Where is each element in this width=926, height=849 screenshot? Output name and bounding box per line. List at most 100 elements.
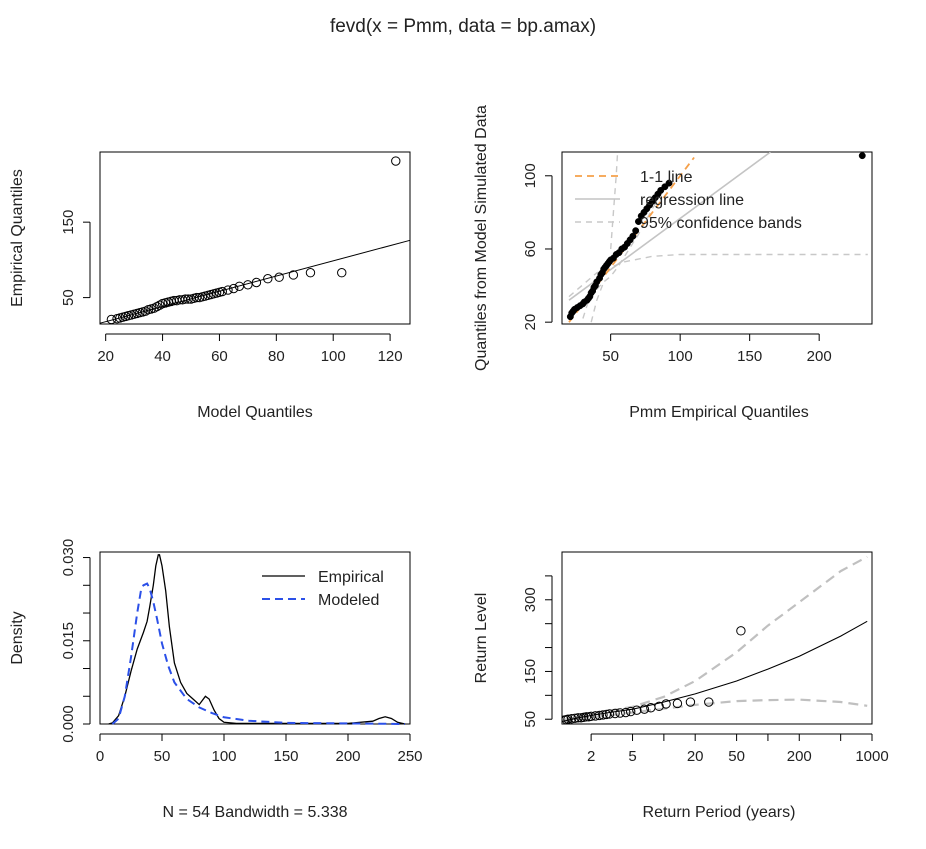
data-point — [305, 268, 316, 278]
data-point — [391, 156, 401, 166]
data-point — [639, 704, 650, 714]
clipped-marks — [562, 555, 868, 724]
data-point — [581, 712, 592, 722]
data-point — [263, 274, 273, 284]
y-tick-label: 150 — [522, 659, 539, 684]
data-point — [635, 218, 642, 225]
x-tick-label: 100 — [321, 348, 346, 365]
y-axis-title-qq-simulated: Quantiles from Model Simulated Data — [473, 105, 490, 371]
data-point — [621, 707, 631, 718]
panel-return-level: 2 5 20 50 200 1000 50 150 300 Return Period (ye… — [473, 551, 889, 821]
panel-qq-simulated: 50 100 150 200 20 60 100 1-1 line regression l… — [473, 105, 873, 421]
x-ticks-return-level: 2 5 20 50 200 1000 — [587, 733, 889, 765]
legend-label: Empirical — [318, 569, 384, 586]
x-tick-label: 20 — [97, 348, 114, 365]
x-tick-label: 40 — [154, 348, 171, 365]
x-tick-label: 1000 — [855, 748, 888, 765]
x-axis-title-density: N = 54 Bandwidth = 5.338 — [162, 804, 347, 821]
data-point — [598, 710, 608, 720]
y-tick-label: 300 — [522, 587, 539, 612]
x-tick-label: 0 — [96, 748, 104, 765]
data-point — [337, 268, 347, 278]
y-tick-label: 60 — [522, 241, 539, 258]
y-ticks-density: 0.000 0.015 0.030 — [60, 539, 91, 743]
data-point — [615, 708, 625, 718]
marks-return-level — [562, 555, 868, 724]
data-point — [149, 303, 159, 313]
marks-density — [108, 554, 406, 725]
x-tick-label: 60 — [211, 348, 228, 365]
plot-frame-qq-model — [99, 151, 411, 325]
data-point — [685, 697, 696, 707]
data-point — [665, 179, 673, 187]
data-point — [590, 711, 601, 721]
data-point — [858, 152, 866, 160]
marks-qq-model — [99, 156, 411, 325]
legend-label: 95% confidence bands — [640, 215, 802, 232]
x-axis-title-qq-simulated: Pmm Empirical Quantiles — [629, 404, 809, 421]
data-point — [736, 626, 746, 636]
x-tick-label: 50 — [602, 348, 619, 365]
fit-line — [562, 620, 868, 723]
data-point — [632, 705, 642, 715]
x-tick-label: 80 — [268, 348, 285, 365]
ci-upper — [562, 555, 868, 722]
y-ticks-return-level: 50 150 300 — [522, 575, 553, 728]
y-tick-label: 0.000 — [60, 705, 77, 743]
data-point — [604, 709, 615, 719]
series-line-modeled — [111, 582, 406, 725]
figure-title: fevd(x = Pmm, data = bp.amax) — [330, 16, 596, 37]
data-point — [288, 270, 299, 280]
x-tick-label: 200 — [787, 748, 812, 765]
panel-density: 0 50 100 150 200 250 0.000 0.015 0.030 Empirica… — [9, 539, 423, 821]
clipped-marks — [566, 152, 868, 323]
data-point — [625, 706, 636, 717]
x-tick-label: 250 — [397, 748, 422, 765]
y-ticks-qq-simulated: 20 60 100 — [522, 163, 553, 331]
fit-line — [99, 239, 411, 324]
x-ticks-density: 0 50 100 150 200 250 — [96, 733, 423, 765]
data-point — [228, 283, 239, 294]
conf-band-steep — [610, 152, 619, 250]
conf-band-left — [590, 281, 605, 323]
x-tick-label: 100 — [211, 748, 236, 765]
data-point — [155, 300, 165, 310]
y-axis-title-return-level: Return Level — [473, 593, 490, 684]
data-point — [140, 306, 151, 316]
x-tick-label: 5 — [628, 748, 636, 765]
conf-band-upper — [582, 184, 667, 319]
x-axis-title-qq-model: Model Quantiles — [197, 404, 313, 421]
data-point — [566, 714, 577, 724]
x-ticks-qq-simulated: 50 100 150 200 — [602, 333, 832, 365]
panel-qq-model: 20 40 60 80 100 120 50 150 Model Quantiles Emp… — [9, 151, 411, 421]
y-axis-title-density: Density — [9, 611, 26, 664]
x-tick-label: 200 — [335, 748, 360, 765]
legend-label: Modeled — [318, 592, 379, 609]
y-tick-label: 0.015 — [60, 622, 77, 660]
legend-label: regression line — [640, 192, 744, 209]
y-tick-label: 20 — [522, 314, 539, 331]
data-point — [661, 699, 671, 709]
y-tick-label: 50 — [60, 289, 77, 306]
data-point — [223, 285, 233, 295]
one-to-one-line — [568, 156, 695, 323]
x-tick-label: 150 — [737, 348, 762, 365]
y-tick-label: 100 — [522, 163, 539, 188]
x-tick-label: 120 — [378, 348, 403, 365]
data-point — [243, 280, 253, 290]
ci-lower — [562, 698, 868, 724]
x-tick-label: 50 — [728, 748, 745, 765]
data-point — [274, 272, 284, 282]
y-ticks-qq-model: 50 150 — [60, 210, 91, 306]
data-point — [654, 701, 664, 712]
data-point — [672, 698, 683, 709]
data-point — [563, 714, 573, 724]
plot-frame-return-level — [561, 551, 873, 725]
data-point — [632, 227, 640, 235]
legend-label: 1-1 line — [640, 169, 693, 186]
x-tick-label: 2 — [587, 748, 595, 765]
x-axis-title-return-level: Return Period (years) — [643, 804, 796, 821]
data-point — [251, 277, 262, 288]
data-point — [610, 708, 620, 719]
